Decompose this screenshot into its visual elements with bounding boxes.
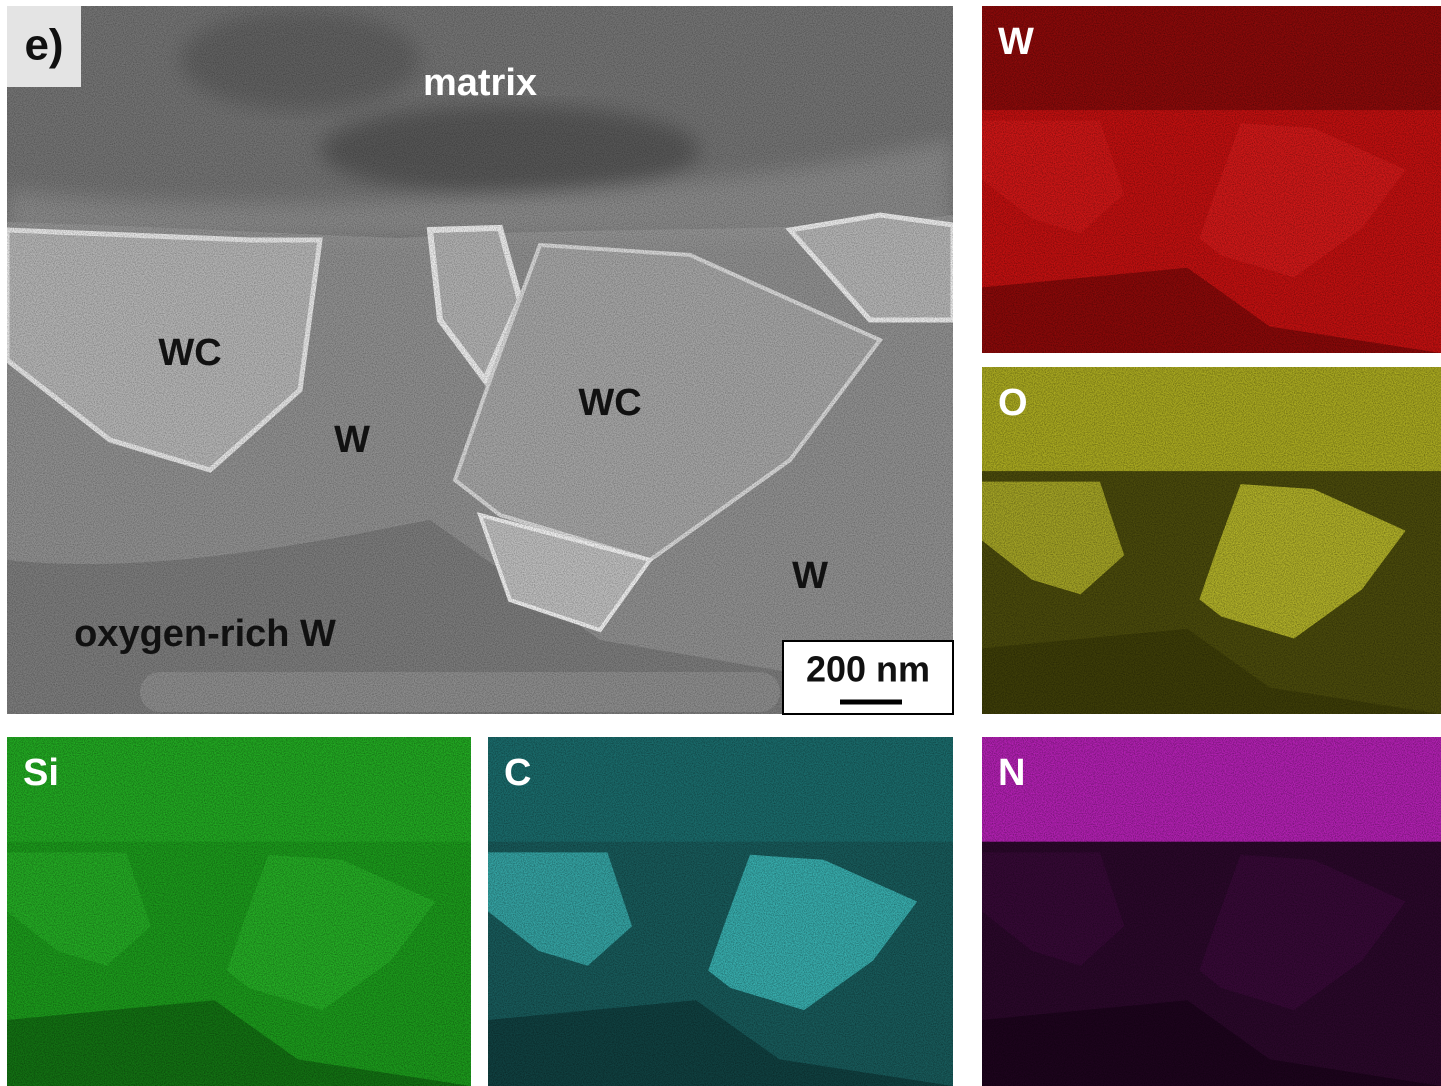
map-content	[982, 737, 1441, 1086]
eds-map: W	[982, 6, 1441, 353]
scale-bar-label: 200 nm	[806, 649, 930, 690]
map-content	[7, 737, 471, 1086]
sem-label: W	[334, 419, 370, 461]
sem-label: WC	[578, 382, 641, 424]
sem-image	[7, 6, 953, 714]
sem-label: oxygen-rich W	[74, 613, 336, 655]
eds-map: Si	[7, 737, 471, 1086]
sem-label: matrix	[423, 62, 537, 104]
map-noise	[7, 737, 471, 1086]
map-noise	[982, 6, 1441, 353]
map-label: O	[998, 382, 1028, 424]
sem-label: WC	[158, 332, 221, 374]
panel-label: e)	[24, 21, 63, 70]
map-noise	[982, 367, 1441, 714]
map-content	[982, 367, 1441, 714]
map-label: C	[504, 752, 531, 794]
map-label: Si	[23, 752, 59, 794]
page: {"panel_label": "e)", "sem": {"labels": …	[0, 0, 1441, 1086]
figure: e) matrix WC WC W Woxygen-rich W 200 nm W O Si…	[0, 0, 1441, 1086]
map-label: N	[998, 752, 1025, 794]
map-noise	[982, 737, 1441, 1086]
eds-map: N	[982, 737, 1441, 1086]
map-noise	[488, 737, 953, 1086]
eds-map: C	[488, 737, 953, 1086]
map-content	[488, 737, 953, 1086]
eds-map: O	[982, 367, 1441, 714]
sem-label: W	[792, 555, 828, 597]
map-label: W	[998, 21, 1034, 63]
map-content	[982, 6, 1441, 353]
